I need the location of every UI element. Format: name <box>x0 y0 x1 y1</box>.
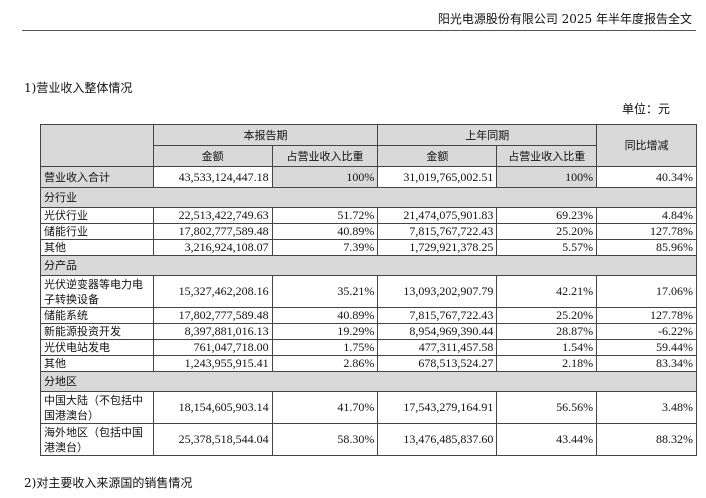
cell-ratio: 19.29% <box>271 323 379 340</box>
table-row: 海外地区（包括中国港澳台） 25,378,518,544.04 58.30% 1… <box>40 423 697 456</box>
revenue-table: 本报告期 上年同期 同比增减 金额 占营业收入比重 金额 占营业收入比重 营业收… <box>40 124 697 456</box>
group-header-row: 分地区 <box>40 371 697 392</box>
cell-yoy: 17.06% <box>596 275 697 308</box>
cell-yoy: 4.84% <box>596 207 697 224</box>
cell-amount: 22,513,422,749.63 <box>152 207 273 224</box>
cell-amount: 7,815,767,722.43 <box>377 307 498 324</box>
cell-ratio: 58.30% <box>271 423 379 456</box>
cell-amount: 8,397,881,016.13 <box>152 323 273 340</box>
cell-ratio: 28.87% <box>496 323 598 340</box>
cell-ratio: 51.72% <box>271 207 379 224</box>
cell-ratio: 43.44% <box>496 423 598 456</box>
table-row: 光伏逆变器等电力电子转换设备 15,327,462,208.16 35.21% … <box>40 275 697 308</box>
cell-amount: 18,154,605,903.14 <box>152 391 273 424</box>
document-header: 阳光电源股份有限公司 2025 年半年度报告全文 <box>437 12 692 26</box>
cell-amount: 17,802,777,589.48 <box>152 307 273 324</box>
cell-ratio: 2.18% <box>496 355 598 372</box>
cell-ratio: 35.21% <box>271 275 379 308</box>
header-yoy: 同比增减 <box>596 124 697 167</box>
group-header-row: 分产品 <box>40 255 697 276</box>
cell-amount: 31,019,765,002.51 <box>377 166 498 188</box>
cell-amount: 7,815,767,722.43 <box>377 223 498 240</box>
table-row: 新能源投资开发 8,397,881,016.13 19.29% 8,954,96… <box>40 323 697 340</box>
cell-yoy: 127.78% <box>596 223 697 240</box>
cell-amount: 3,216,924,108.07 <box>152 239 273 256</box>
cell-amount: 8,954,969,390.44 <box>377 323 498 340</box>
table-row: 光伏行业 22,513,422,749.63 51.72% 21,474,075… <box>40 207 697 224</box>
cell-ratio: 100% <box>271 166 379 188</box>
cell-amount: 21,474,075,901.83 <box>377 207 498 224</box>
cell-ratio: 5.57% <box>496 239 598 256</box>
table-row: 中国大陆（不包括中国港澳台） 18,154,605,903.14 41.70% … <box>40 391 697 424</box>
row-label: 新能源投资开发 <box>40 323 154 340</box>
row-label: 光伏逆变器等电力电子转换设备 <box>40 275 154 308</box>
cell-ratio: 25.20% <box>496 307 598 324</box>
cell-amount: 13,093,202,907.79 <box>377 275 498 308</box>
table-row: 储能行业 17,802,777,589.48 40.89% 7,815,767,… <box>40 223 697 240</box>
header-ratio: 占营业收入比重 <box>271 145 379 167</box>
table-row: 储能系统 17,802,777,589.48 40.89% 7,815,767,… <box>40 307 697 324</box>
cell-yoy: 83.34% <box>596 355 697 372</box>
header-amount: 金额 <box>377 145 498 167</box>
cell-yoy: -6.22% <box>596 323 697 340</box>
cell-ratio: 56.56% <box>496 391 598 424</box>
header-amount: 金额 <box>152 145 273 167</box>
row-label: 光伏电站发电 <box>40 339 154 356</box>
group-title: 分产品 <box>40 255 697 276</box>
cell-yoy: 59.44% <box>596 339 697 356</box>
cell-amount: 678,513,524.27 <box>377 355 498 372</box>
header-blank <box>40 124 154 167</box>
group-title: 分地区 <box>40 371 697 392</box>
header-prior-period: 上年同期 <box>377 124 598 146</box>
cell-yoy: 3.48% <box>596 391 697 424</box>
header-divider <box>22 30 696 31</box>
cell-amount: 477,311,457.58 <box>377 339 498 356</box>
section-title-2: 2)对主要收入来源国的销售情况 <box>24 476 193 490</box>
row-label: 其他 <box>40 355 154 372</box>
cell-amount: 43,533,124,447.18 <box>152 166 273 188</box>
cell-amount: 1,243,955,915.41 <box>152 355 273 372</box>
row-label: 中国大陆（不包括中国港澳台） <box>40 391 154 424</box>
cell-ratio: 100% <box>496 166 598 188</box>
row-label: 储能行业 <box>40 223 154 240</box>
table-row: 其他 3,216,924,108.07 7.39% 1,729,921,378.… <box>40 239 697 256</box>
cell-ratio: 25.20% <box>496 223 598 240</box>
group-header-row: 分行业 <box>40 187 697 208</box>
cell-ratio: 42.21% <box>496 275 598 308</box>
cell-yoy: 88.32% <box>596 423 697 456</box>
row-label: 储能系统 <box>40 307 154 324</box>
row-label: 海外地区（包括中国港澳台） <box>40 423 154 456</box>
row-label: 其他 <box>40 239 154 256</box>
row-label: 营业收入合计 <box>40 166 154 188</box>
cell-ratio: 7.39% <box>271 239 379 256</box>
header-current-period: 本报告期 <box>152 124 379 146</box>
table-row: 其他 1,243,955,915.41 2.86% 678,513,524.27… <box>40 355 697 372</box>
cell-ratio: 69.23% <box>496 207 598 224</box>
cell-amount: 17,802,777,589.48 <box>152 223 273 240</box>
unit-label: 单位：元 <box>621 102 670 116</box>
cell-amount: 15,327,462,208.16 <box>152 275 273 308</box>
cell-yoy: 85.96% <box>596 239 697 256</box>
cell-ratio: 40.89% <box>271 223 379 240</box>
cell-yoy: 40.34% <box>596 166 697 188</box>
cell-ratio: 1.75% <box>271 339 379 356</box>
cell-amount: 1,729,921,378.25 <box>377 239 498 256</box>
row-label: 光伏行业 <box>40 207 154 224</box>
cell-ratio: 1.54% <box>496 339 598 356</box>
cell-ratio: 2.86% <box>271 355 379 372</box>
section-title-1: 1)营业收入整体情况 <box>24 81 133 95</box>
cell-amount: 761,047,718.00 <box>152 339 273 356</box>
group-title: 分行业 <box>40 187 697 208</box>
cell-amount: 25,378,518,544.04 <box>152 423 273 456</box>
cell-ratio: 40.89% <box>271 307 379 324</box>
table-row: 光伏电站发电 761,047,718.00 1.75% 477,311,457.… <box>40 339 697 356</box>
total-row: 营业收入合计 43,533,124,447.18 100% 31,019,765… <box>40 166 697 188</box>
cell-amount: 13,476,485,837.60 <box>377 423 498 456</box>
header-ratio: 占营业收入比重 <box>496 145 598 167</box>
cell-yoy: 127.78% <box>596 307 697 324</box>
cell-ratio: 41.70% <box>271 391 379 424</box>
cell-amount: 17,543,279,164.91 <box>377 391 498 424</box>
